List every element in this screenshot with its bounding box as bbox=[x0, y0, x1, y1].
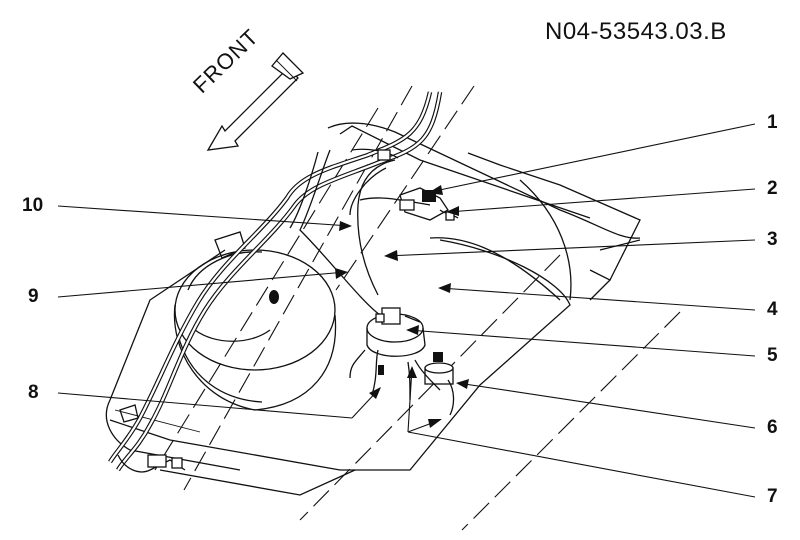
callout-5: 5 bbox=[767, 345, 778, 366]
front-arrow-icon bbox=[206, 52, 305, 151]
document-id: N04-53543.03.B bbox=[545, 18, 727, 45]
callout-10: 10 bbox=[22, 195, 44, 216]
callout-8: 8 bbox=[28, 382, 39, 403]
callout-2: 2 bbox=[767, 178, 778, 199]
callout-3: 3 bbox=[767, 229, 778, 250]
fuel-filter-fittings bbox=[349, 349, 455, 416]
fuel-lines bbox=[108, 91, 443, 472]
callout-7: 7 bbox=[767, 486, 778, 507]
callout-1: 1 bbox=[767, 112, 778, 133]
rear-bracket-hardware bbox=[117, 404, 186, 473]
callout-6: 6 bbox=[767, 417, 778, 438]
callout-9: 9 bbox=[28, 286, 39, 307]
fuel-pump-module bbox=[366, 307, 426, 357]
callout-leaders bbox=[57, 123, 756, 498]
callout-4: 4 bbox=[767, 299, 778, 320]
